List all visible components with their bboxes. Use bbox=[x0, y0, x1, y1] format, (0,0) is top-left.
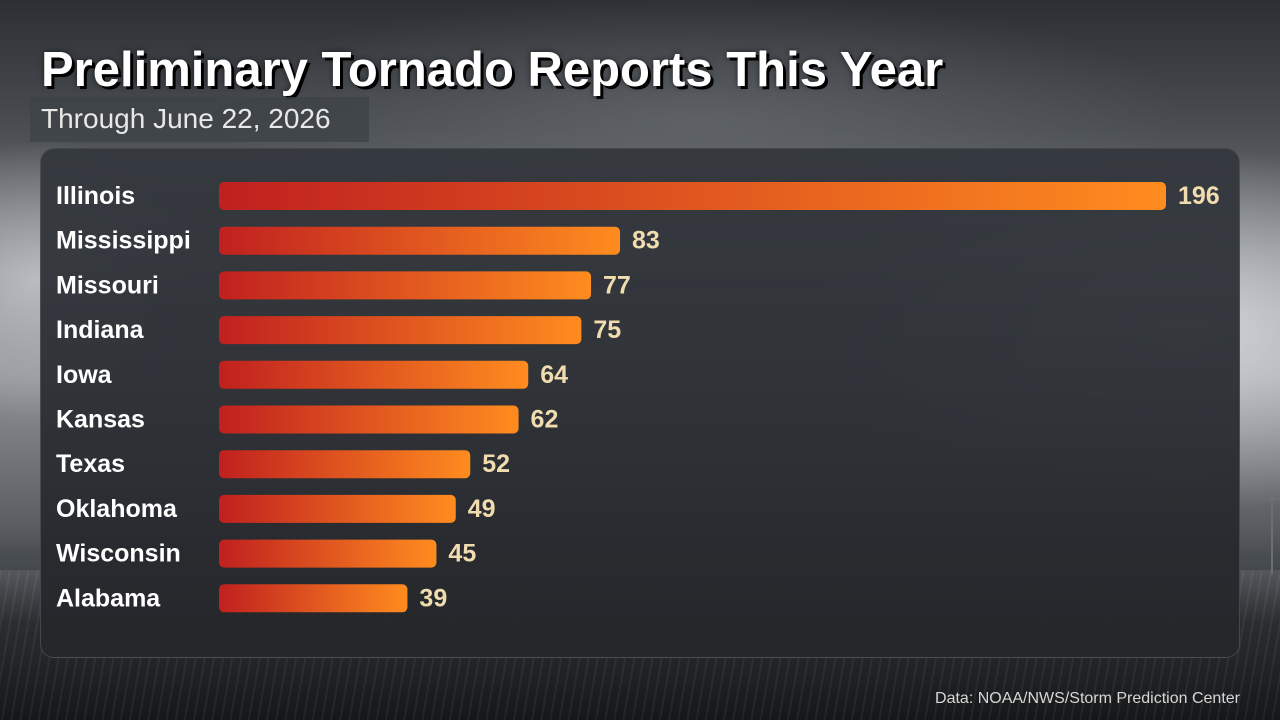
category-label: Kansas bbox=[56, 406, 145, 434]
bar bbox=[219, 494, 456, 523]
value-label: 64 bbox=[540, 361, 568, 389]
category-label: Texas bbox=[56, 450, 125, 478]
category-label: Illinois bbox=[56, 182, 135, 210]
category-label: Iowa bbox=[56, 361, 113, 389]
utility-pole bbox=[1263, 494, 1280, 574]
chart-panel: Illinois 196 Mississippi 83 Missouri 77 Indian… bbox=[40, 148, 1240, 658]
value-label: 39 bbox=[419, 584, 447, 612]
subtitle-box: Through June 22, 2026 bbox=[30, 97, 369, 142]
category-label: Indiana bbox=[56, 316, 145, 344]
value-label: 196 bbox=[1178, 182, 1220, 210]
chart-subtitle: Through June 22, 2026 bbox=[41, 103, 331, 134]
value-label: 62 bbox=[531, 406, 559, 434]
bar bbox=[219, 226, 621, 255]
category-label: Missouri bbox=[56, 271, 159, 299]
bar bbox=[219, 584, 408, 613]
value-label: 83 bbox=[632, 227, 660, 255]
value-label: 77 bbox=[603, 271, 631, 299]
value-label: 52 bbox=[482, 450, 510, 478]
bar bbox=[219, 182, 1166, 210]
category-label: Wisconsin bbox=[56, 540, 181, 568]
bar bbox=[219, 360, 529, 389]
category-label: Alabama bbox=[56, 584, 161, 612]
value-label: 49 bbox=[468, 495, 496, 523]
bar bbox=[219, 316, 582, 345]
value-label: 75 bbox=[593, 316, 621, 344]
bar bbox=[219, 271, 592, 300]
chart-title: Preliminary Tornado Reports This Year bbox=[41, 43, 944, 97]
value-label: 45 bbox=[448, 540, 476, 568]
bar bbox=[219, 450, 471, 479]
bar-chart: Illinois 196 Mississippi 83 Missouri 77 Indian… bbox=[56, 182, 1220, 613]
bars-layer: Illinois 196 Mississippi 83 Missouri 77 Indian… bbox=[56, 182, 1220, 613]
category-label: Oklahoma bbox=[56, 495, 178, 523]
category-label: Mississippi bbox=[56, 227, 191, 255]
data-source-credit: Data: NOAA/NWS/Storm Prediction Center bbox=[935, 690, 1240, 707]
bar bbox=[219, 405, 519, 434]
bar bbox=[219, 539, 437, 568]
